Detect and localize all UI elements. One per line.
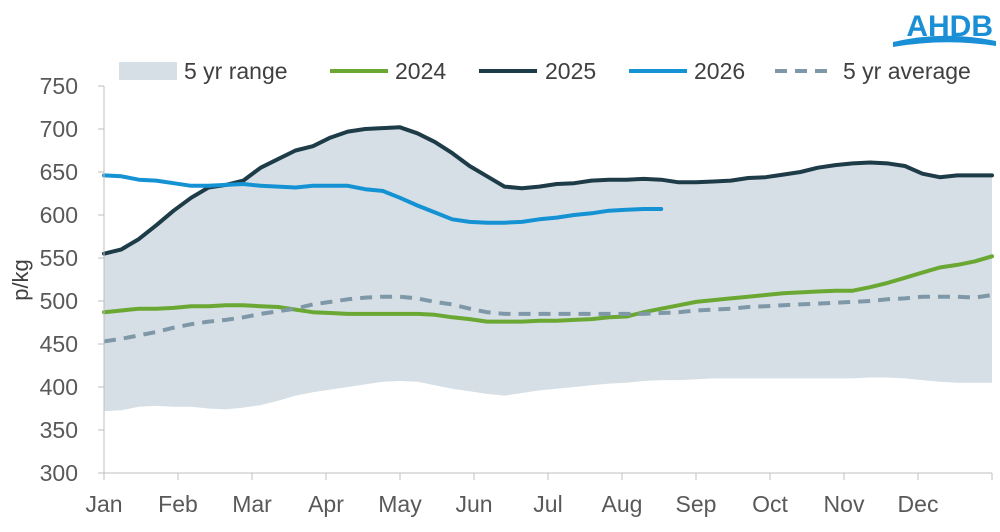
- y-tick-label: 300: [40, 460, 78, 486]
- legend-label-2026: 2026: [694, 58, 745, 84]
- series-line-2026: [102, 173, 664, 225]
- x-tick-label: Dec: [898, 491, 939, 517]
- series-layer: [102, 125, 994, 344]
- x-tick-label: Oct: [752, 491, 788, 517]
- y-tick-label: 450: [40, 331, 78, 357]
- x-tick-label: May: [378, 491, 422, 517]
- legend-label-2024: 2024: [395, 58, 446, 84]
- legend: 5 yr range 2024 2025 2026 5 yr average: [119, 58, 971, 84]
- y-tick-label: 500: [40, 288, 78, 314]
- x-tick-label: Sep: [676, 491, 717, 517]
- y-tick-label: 600: [40, 202, 78, 228]
- legend-label-5-yr-average: 5 yr average: [843, 58, 971, 84]
- logo-swoosh: [893, 35, 996, 47]
- legend-swatch-range: [119, 62, 177, 80]
- y-tick-label: 350: [40, 417, 78, 443]
- y-tick-label: 550: [40, 245, 78, 271]
- x-tick-label: Feb: [158, 491, 198, 517]
- range-band: [104, 127, 992, 412]
- series-line-5-yr-average: [103, 293, 993, 344]
- x-tick-label: Apr: [308, 491, 344, 517]
- y-tick-label: 750: [40, 73, 78, 99]
- x-tick-label: Jul: [533, 491, 562, 517]
- legend-label-range: 5 yr range: [184, 58, 288, 84]
- x-tick-label: Jun: [455, 491, 492, 517]
- axes: 300 350 400 450 500 550 600 650 700 750 Jan Feb Mar A…: [40, 73, 993, 517]
- legend-label-2025: 2025: [545, 58, 596, 84]
- y-tick-label: 700: [40, 116, 78, 142]
- series-line-2025: [102, 125, 994, 256]
- series-line-2024: [102, 254, 994, 324]
- y-axis-title: p/kg: [8, 259, 33, 301]
- x-tick-label: Mar: [232, 491, 272, 517]
- x-tick-label: Aug: [602, 491, 643, 517]
- y-tick-label: 400: [40, 374, 78, 400]
- x-tick-label: Nov: [824, 491, 865, 517]
- ahdb-logo: AHDB: [893, 10, 996, 47]
- y-tick-label: 650: [40, 159, 78, 185]
- range-layer: [104, 127, 992, 412]
- x-tick-label: Jan: [85, 491, 122, 517]
